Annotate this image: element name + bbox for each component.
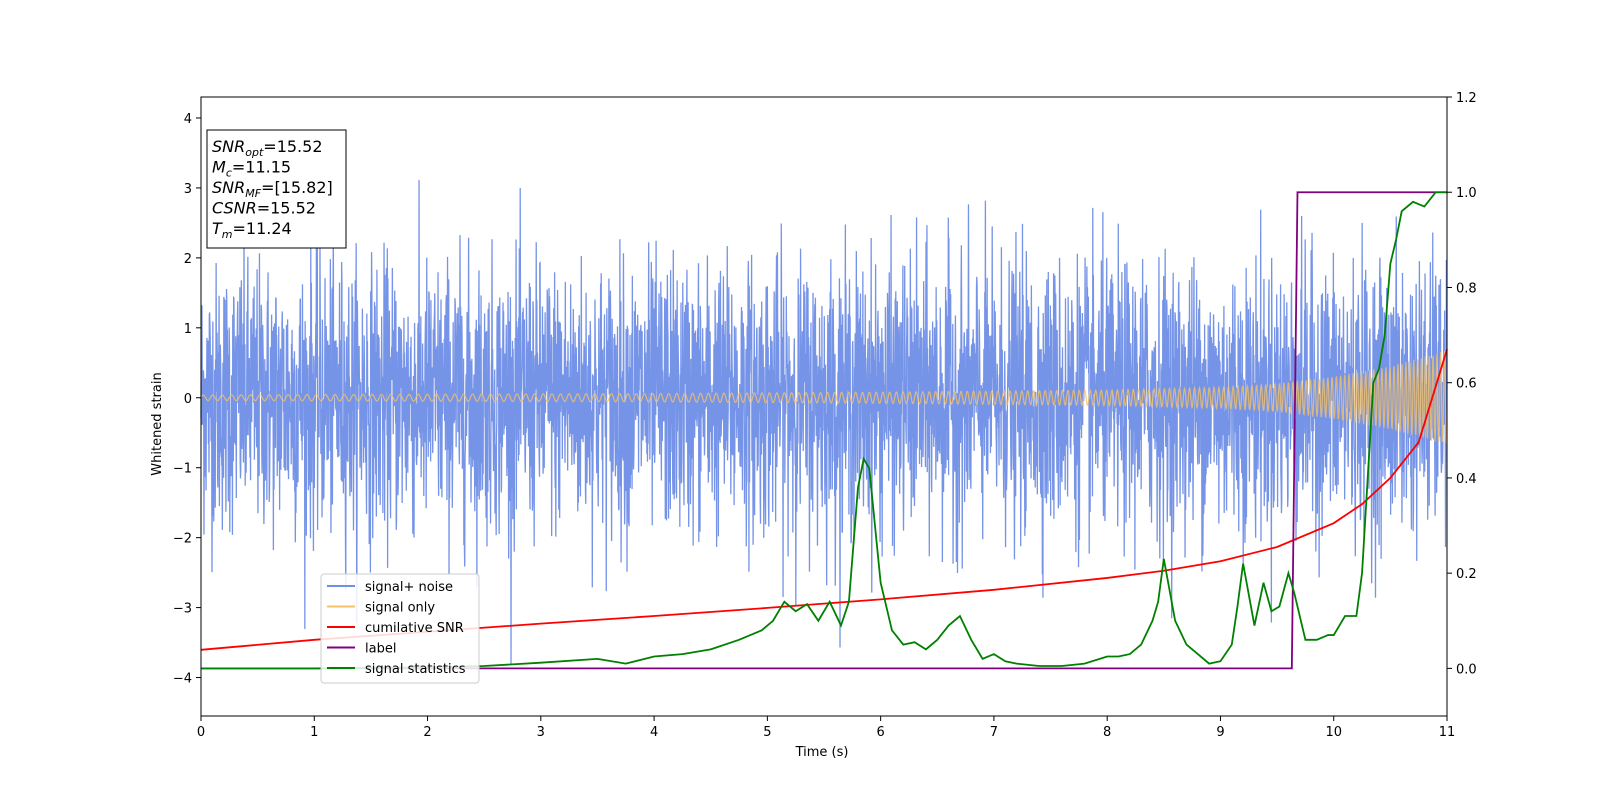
x-tick-label: 4 [650,725,658,740]
series-cumulative-snr-line [200,349,1448,651]
x-tick-label: 2 [423,725,431,740]
stats-row: Tm=11.24 [212,219,292,241]
stats-row: SNRMF=[15.82] [212,178,333,200]
x-tick-label: 3 [537,725,545,740]
x-tick-label: 8 [1103,725,1111,740]
x-tick-label: 10 [1325,725,1342,740]
stats-row: Mc=11.15 [212,158,291,180]
y-left-tick-label: 0 [184,392,192,407]
y-left-tick-label: 1 [184,322,192,337]
y-axis-label: Whitened strain [150,372,165,475]
legend-entry-label: signal statistics [365,662,466,677]
legend-entry-label: signal only [365,601,435,616]
axes-frame [200,96,1448,717]
axes-border [200,96,1448,717]
legend-entry-label: label [365,642,396,657]
y-left-tick-label: 4 [184,112,192,127]
y-left-tick-label: 2 [184,252,192,267]
stats-row: SNRopt=15.52 [212,137,323,159]
y-right-tick-label: 0.8 [1456,281,1477,296]
y-left-tick-label: −3 [173,602,192,617]
x-tick-label: 0 [197,725,205,740]
series-label-line [201,191,1447,670]
y-right-tick-label: 0.0 [1456,662,1477,677]
legend-entry-label: cumilative SNR [365,621,464,636]
y-left-tick-label: −1 [173,462,192,477]
y-right-tick-label: 0.6 [1456,377,1477,392]
stats-row: CSNR=15.52 [212,199,316,218]
x-axis-label: Time (s) [795,745,849,760]
axis-ticks: 0 1 2 3 4 5 6 7 8 9 10 11 −4 −3 −2 −1 0 1 2 3 4 0.0 0.2 0.4 0.6 0… [173,91,1477,740]
x-tick-label: 9 [1216,725,1224,740]
y-left-tick-label: −2 [173,532,192,547]
x-tick-label: 6 [876,725,884,740]
y-right-tick-label: 1.2 [1456,91,1477,106]
series-signal-only-line [200,350,1448,444]
legend-entry-label: signal+ noise [365,580,453,595]
x-tick-label: 5 [763,725,771,740]
y-right-tick-label: 0.4 [1456,472,1477,487]
x-tick-label: 1 [310,725,318,740]
series-signal-statistics-line [201,191,1447,670]
x-tick-label: 11 [1439,725,1456,740]
legend: signal+ noise signal only cumilative SNR la… [320,573,480,684]
x-tick-label: 7 [990,725,998,740]
plot-area [200,180,1448,670]
legend-frame [320,573,480,684]
stats-annotation-box: SNRopt=15.52Mc=11.15SNRMF=[15.82]CSNR=15… [206,129,347,249]
stats-box-border [206,129,347,249]
y-right-tick-label: 1.0 [1456,186,1477,201]
y-right-tick-label: 0.2 [1456,567,1477,582]
y-left-tick-label: 3 [184,182,192,197]
y-left-tick-label: −4 [173,672,192,687]
